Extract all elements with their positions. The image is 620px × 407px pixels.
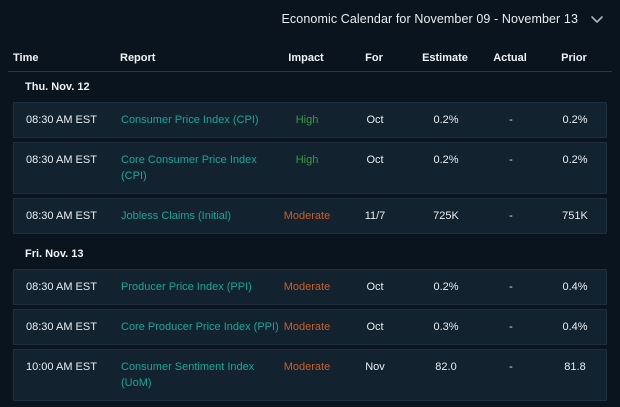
table-row: 08:30 AM EST Jobless Claims (Initial) Mode…: [13, 198, 607, 234]
section-date: Thu. Nov. 12: [25, 81, 90, 93]
actual-cell: -: [509, 361, 513, 373]
column-header-estimate: Estimate: [422, 52, 468, 64]
impact-cell: Moderate: [283, 281, 331, 293]
estimate-cell: 82.0: [435, 361, 457, 373]
for-cell: Oct: [366, 154, 384, 166]
actual-cell: -: [509, 210, 513, 222]
actual-cell: -: [509, 281, 513, 293]
table-row: 08:30 AM EST Producer Price Index (PPI) Mo…: [13, 269, 607, 305]
actual-cell: -: [509, 114, 513, 126]
actual-cell: -: [509, 321, 513, 333]
prior-cell: 0.2%: [562, 154, 588, 166]
calendar-range-selector[interactable]: Economic Calendar for November 09 - Nove…: [0, 0, 620, 38]
report-link[interactable]: Jobless Claims (Initial): [121, 210, 232, 222]
actual-cell: -: [509, 154, 513, 166]
column-header-actual: Actual: [493, 52, 527, 64]
estimate-cell: 0.2%: [433, 281, 459, 293]
table-row: 10:00 AM EST Consumer Sentiment Index (UoM…: [13, 349, 607, 401]
impact-cell: High: [295, 154, 319, 166]
estimate-cell: 0.3%: [433, 321, 459, 333]
prior-cell: 0.4%: [562, 321, 588, 333]
table-row: 08:30 AM EST Core Producer Price Index (P…: [13, 309, 607, 345]
prior-cell: 81.8: [564, 361, 586, 373]
estimate-cell: 0.2%: [433, 114, 459, 126]
for-cell: 11/7: [364, 210, 386, 222]
for-cell: Oct: [366, 281, 384, 293]
header-divider: [8, 71, 612, 72]
time-cell: 10:00 AM EST: [26, 361, 97, 373]
time-cell: 08:30 AM EST: [26, 210, 97, 222]
report-link[interactable]: Producer Price Index (PPI): [121, 281, 252, 293]
prior-cell: 751K: [562, 210, 588, 222]
estimate-cell: 0.2%: [433, 154, 459, 166]
impact-cell: High: [295, 114, 319, 126]
report-link[interactable]: Consumer Price Index (CPI): [121, 114, 259, 126]
time-cell: 08:30 AM EST: [26, 321, 97, 333]
for-cell: Oct: [366, 114, 384, 126]
prior-cell: 0.2%: [562, 114, 588, 126]
time-cell: 08:30 AM EST: [26, 114, 97, 126]
chevron-down-icon[interactable]: [590, 15, 604, 24]
column-header-impact: Impact: [288, 52, 324, 64]
time-cell: 08:30 AM EST: [26, 281, 97, 293]
impact-cell: Moderate: [283, 210, 331, 222]
column-header-time: Time: [13, 52, 39, 64]
report-link[interactable]: Core Producer Price Index (PPI): [121, 321, 279, 333]
table-header-row: Time Report Impact For Estimate Actual P…: [13, 38, 607, 71]
section-date: Fri. Nov. 13: [25, 248, 84, 260]
impact-cell: Moderate: [283, 321, 331, 333]
report-link[interactable]: Consumer Sentiment Index (UoM): [121, 361, 255, 389]
for-cell: Nov: [365, 361, 385, 373]
column-header-prior: Prior: [561, 52, 587, 64]
column-header-report: Report: [120, 52, 156, 64]
column-header-for: For: [365, 52, 383, 64]
table-row: 08:30 AM EST Consumer Price Index (CPI) Hi…: [13, 102, 607, 138]
table-row: 08:30 AM EST Core Consumer Price Index (CP…: [13, 142, 607, 194]
impact-cell: Moderate: [283, 361, 331, 373]
prior-cell: 0.4%: [562, 281, 588, 293]
time-cell: 08:30 AM EST: [26, 154, 97, 166]
report-link[interactable]: Core Consumer Price Index (CPI): [121, 154, 257, 182]
calendar-rows-container: Thu. Nov. 12 08:30 AM EST Consumer Price I…: [13, 80, 607, 401]
for-cell: Oct: [366, 321, 384, 333]
estimate-cell: 725K: [433, 210, 459, 222]
calendar-title: Economic Calendar for November 09 - Nove…: [281, 12, 578, 26]
